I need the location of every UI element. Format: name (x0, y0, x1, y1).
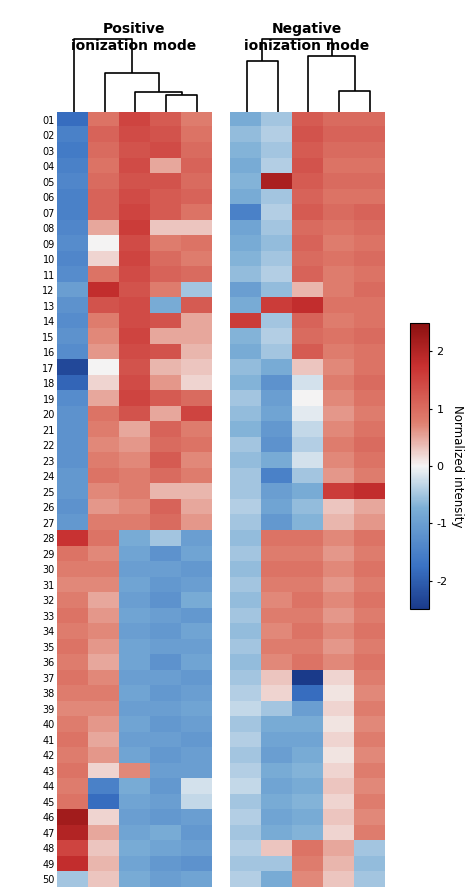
Y-axis label: Normalized intensity: Normalized intensity (451, 405, 465, 527)
Text: Negative
ionization mode: Negative ionization mode (244, 22, 370, 53)
Text: Positive
ionization mode: Positive ionization mode (71, 22, 197, 53)
